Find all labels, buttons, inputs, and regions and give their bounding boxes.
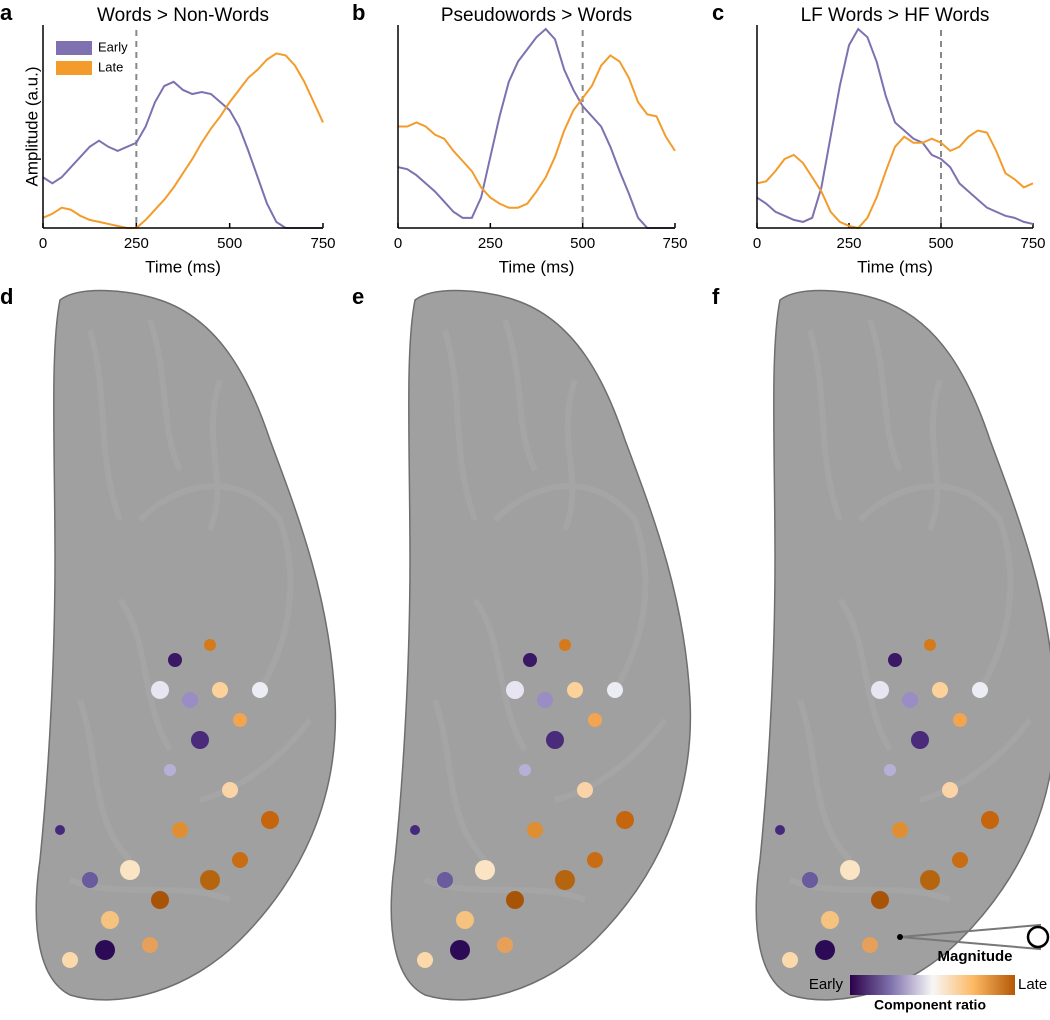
colorbar: Early Late Component ratio: [809, 975, 1047, 1013]
x-tick-label: 500: [928, 235, 953, 252]
x-tick-label: 250: [836, 235, 861, 252]
chart-title: LF Words > HF Words: [801, 5, 990, 26]
magnitude-legend: Magnitude: [897, 923, 1050, 965]
legend-swatch: [56, 61, 92, 75]
panel-label: a: [0, 0, 13, 25]
panel-label: d: [0, 284, 13, 309]
x-tick-label: 0: [39, 235, 47, 252]
panel-label: f: [712, 284, 720, 309]
x-tick-label: 0: [394, 235, 402, 252]
data-line: [42, 52, 324, 229]
x-tick-label: 750: [310, 235, 335, 252]
x-tick-label: 750: [662, 235, 687, 252]
panel-label: b: [352, 0, 365, 25]
charts: a Words > Non-Words Time (ms) Amplitude (a.…: [0, 0, 1046, 276]
legend-label: Early: [98, 39, 128, 54]
x-tick-label: 250: [478, 235, 503, 252]
data-line: [397, 27, 675, 229]
colorbar-high: Late: [1018, 976, 1047, 993]
x-tick-label: 750: [1020, 235, 1045, 252]
legend-label: Late: [98, 59, 123, 74]
colorbar-low: Early: [809, 976, 844, 993]
x-tick-label: 500: [570, 235, 595, 252]
data-line: [756, 27, 1034, 225]
x-axis-label: Time (ms): [145, 257, 221, 276]
panel-label: c: [712, 0, 724, 25]
data-line: [398, 54, 676, 209]
x-axis-label: Time (ms): [857, 257, 933, 276]
x-tick-label: 250: [124, 235, 149, 252]
colorbar-title: Component ratio: [874, 997, 986, 1013]
x-axis-label: Time (ms): [499, 257, 575, 276]
y-axis-label: Amplitude (a.u.): [22, 67, 41, 187]
data-line: [756, 129, 1034, 230]
legend-swatch: [56, 41, 92, 55]
data-line: [42, 80, 323, 229]
chart-title: Words > Non-Words: [97, 5, 269, 26]
magnitude-label: Magnitude: [938, 948, 1013, 965]
x-tick-label: 0: [753, 235, 761, 252]
chart-title: Pseudowords > Words: [441, 5, 632, 26]
x-tick-label: 500: [217, 235, 242, 252]
panel-label: e: [352, 284, 364, 309]
